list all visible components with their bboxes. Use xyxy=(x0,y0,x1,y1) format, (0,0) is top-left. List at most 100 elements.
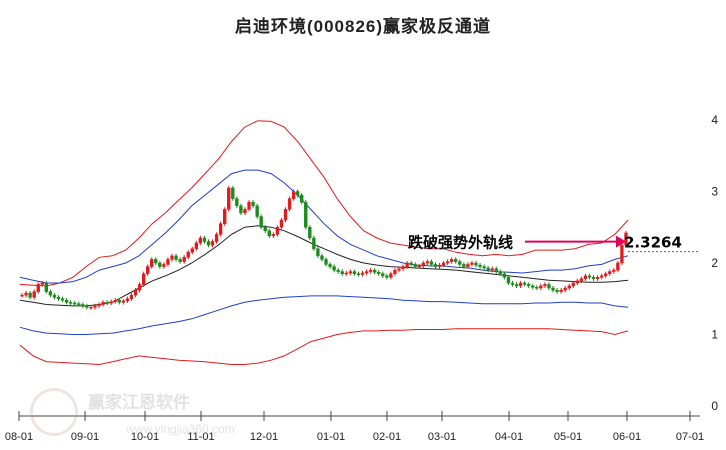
x-ticks: 08-01 09-01 10-01 11-01 12-01 01-01 02-01 03-01… xyxy=(5,411,704,443)
candle-36 xyxy=(166,257,170,267)
candle-98 xyxy=(417,263,421,269)
candle-25 xyxy=(121,298,126,305)
candle-52 xyxy=(231,185,235,201)
candle-63 xyxy=(275,225,280,237)
candle-126 xyxy=(531,283,535,290)
candle-141 xyxy=(591,275,596,281)
x-tick-label-9: 05-01 xyxy=(554,431,582,443)
candle-26 xyxy=(125,296,130,304)
candle-105 xyxy=(445,259,450,266)
candle-86 xyxy=(368,268,373,274)
candle-128 xyxy=(539,283,543,291)
candle-29 xyxy=(137,282,142,293)
candle-95 xyxy=(405,260,409,269)
x-tick-label-11: 07-01 xyxy=(676,431,704,443)
candle-129 xyxy=(543,282,547,289)
candle-90 xyxy=(385,273,389,280)
candle-16 xyxy=(85,303,89,310)
candle-49 xyxy=(218,221,223,237)
candle-68 xyxy=(295,189,300,198)
candle-1 xyxy=(24,290,28,298)
candle-51 xyxy=(227,185,231,212)
channel-bands xyxy=(19,120,629,366)
candle-53 xyxy=(235,196,239,208)
candle-82 xyxy=(352,269,357,276)
candle-39 xyxy=(178,257,182,264)
candle-113 xyxy=(478,263,482,269)
candle-131 xyxy=(551,285,555,293)
candle-11 xyxy=(64,298,69,305)
annotation-text: 跌破强势外轨线 xyxy=(408,234,513,252)
candle-73 xyxy=(316,246,320,258)
candle-117 xyxy=(494,266,498,274)
x-tick-label-4: 12-01 xyxy=(250,431,278,443)
candle-37 xyxy=(170,253,174,262)
candle-146 xyxy=(612,268,616,274)
candle-27 xyxy=(129,293,134,301)
x-tick-label-10: 06-01 xyxy=(613,431,641,443)
channel-line-3 xyxy=(19,295,629,335)
candle-5 xyxy=(40,280,44,287)
candle-33 xyxy=(154,257,158,266)
candle-41 xyxy=(186,250,190,260)
candle-45 xyxy=(202,235,207,244)
candle-10 xyxy=(60,296,65,303)
candle-62 xyxy=(271,232,276,238)
channel-line-0 xyxy=(19,120,629,287)
candle-136 xyxy=(571,280,575,289)
candle-130 xyxy=(547,282,551,291)
candle-137 xyxy=(575,278,580,286)
candle-142 xyxy=(595,275,600,281)
candle-99 xyxy=(421,260,425,269)
candle-116 xyxy=(490,266,494,273)
candle-104 xyxy=(441,260,446,268)
x-tick-label-5: 01-01 xyxy=(317,431,345,443)
candle-119 xyxy=(502,271,507,280)
candle-92 xyxy=(393,268,397,276)
candle-15 xyxy=(81,302,85,309)
candle-144 xyxy=(604,271,608,279)
candle-47 xyxy=(210,239,215,248)
watermark-seal-icon xyxy=(30,388,78,436)
candle-19 xyxy=(97,302,101,309)
chart-title: 启迪环境(000826)赢家极反通道 xyxy=(234,17,492,36)
candle-122 xyxy=(514,282,519,289)
candle-94 xyxy=(401,264,405,271)
y-ticks: 0 1 2 3 4 xyxy=(711,113,718,413)
x-tick-label-0: 08-01 xyxy=(5,431,33,443)
candle-43 xyxy=(194,240,198,251)
candle-48 xyxy=(214,232,219,244)
candle-108 xyxy=(458,259,462,267)
candle-143 xyxy=(599,273,604,280)
candle-76 xyxy=(328,262,332,269)
candle-71 xyxy=(308,225,312,241)
candle-87 xyxy=(372,268,377,275)
candle-22 xyxy=(109,299,113,306)
candle-112 xyxy=(474,260,478,268)
candle-60 xyxy=(263,225,267,233)
candle-88 xyxy=(377,270,381,276)
candle-79 xyxy=(340,269,344,276)
x-tick-label-2: 10-01 xyxy=(131,431,159,443)
x-tick-label-6: 02-01 xyxy=(373,431,401,443)
candle-70 xyxy=(304,200,308,230)
candle-133 xyxy=(559,288,563,294)
candle-83 xyxy=(356,271,361,277)
candle-145 xyxy=(608,269,612,276)
x-tick-label-8: 04-01 xyxy=(495,431,523,443)
candle-44 xyxy=(198,235,203,246)
candle-13 xyxy=(73,300,77,306)
candle-77 xyxy=(332,264,336,273)
candle-3 xyxy=(32,289,36,300)
candle-138 xyxy=(579,276,584,284)
candle-67 xyxy=(291,189,296,201)
candle-14 xyxy=(77,301,81,307)
candle-69 xyxy=(300,192,304,205)
candle-134 xyxy=(563,285,567,293)
candle-102 xyxy=(433,262,438,269)
candle-54 xyxy=(239,203,243,216)
channel-line-2 xyxy=(19,225,629,307)
candle-12 xyxy=(68,300,73,306)
candle-50 xyxy=(223,207,227,226)
candle-93 xyxy=(397,266,401,273)
